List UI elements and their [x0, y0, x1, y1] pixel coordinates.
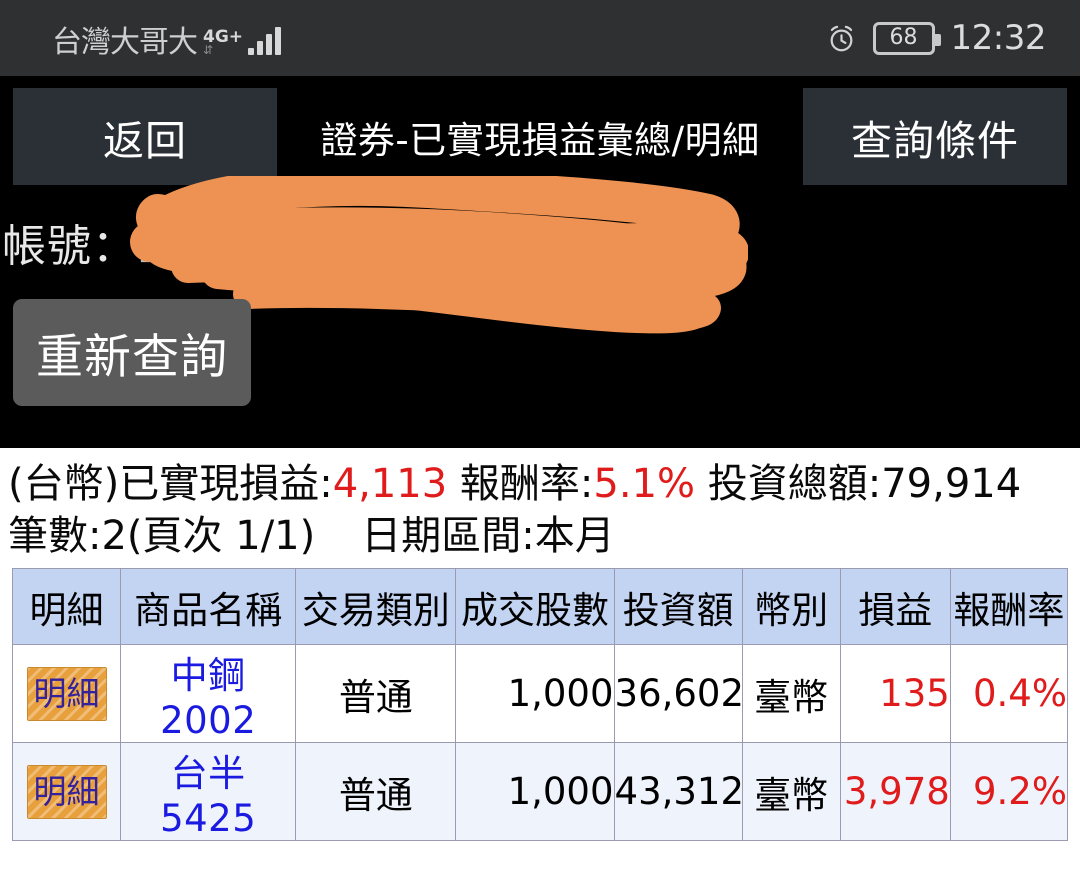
battery-icon: 68 — [872, 21, 941, 55]
column-header-amount: 投資額 — [613, 568, 743, 645]
status-bar-left: 台灣大哥大 4G+ ⇵ — [52, 18, 282, 60]
column-header-roi: 報酬率 — [949, 568, 1069, 645]
profit-loss-cell: 135 — [839, 644, 951, 743]
product-name-cell[interactable]: 台半 5425 — [120, 742, 297, 841]
roi-cell: 0.4% — [949, 644, 1069, 743]
app-header-region: 返回 證券-已實現損益彙總/明細 查詢條件 帳號： ■■■■■■■■■■ 重新查… — [0, 76, 1080, 448]
currency-cell: 臺幣 — [741, 742, 841, 841]
detail-button-cell[interactable]: 明細 — [11, 644, 122, 743]
table-row: 明細 台半 5425 普通 1,000 43,312 臺幣 3,978 9.2% — [11, 742, 1069, 841]
currency-cell: 臺幣 — [741, 644, 841, 743]
column-header-pl: 損益 — [839, 568, 951, 645]
column-header-detail: 明細 — [11, 568, 122, 645]
signal-bars-icon — [248, 25, 282, 55]
navbar: 返回 證券-已實現損益彙總/明細 查詢條件 — [0, 76, 1080, 186]
data-transfer-arrows-icon: ⇵ — [203, 43, 213, 57]
realized-pl-label: (台幣)已實現損益: — [8, 461, 333, 507]
detail-button[interactable]: 明細 — [26, 764, 107, 819]
battery-level-label: 68 — [889, 25, 918, 50]
amount-cell: 36,602 — [613, 644, 744, 743]
roi-label: 報酬率: — [447, 461, 594, 507]
network-type-label: 4G+ — [203, 27, 244, 47]
table-row: 明細 中鋼 2002 普通 1,000 36,602 臺幣 135 0.4% — [11, 644, 1069, 743]
clock-label: 12:32 — [950, 18, 1047, 58]
summary-line-2: 筆數:2(頁次 1/1) 日期區間:本月 — [8, 510, 1080, 562]
roi-cell: 9.2% — [949, 742, 1069, 841]
detail-button-cell[interactable]: 明細 — [11, 742, 122, 841]
account-row: 帳號： ■■■■■■■■■■ — [0, 197, 1080, 287]
alarm-clock-icon — [830, 25, 852, 51]
product-name-cell[interactable]: 中鋼 2002 — [120, 644, 297, 743]
content-area: (台幣)已實現損益:4,113 報酬率:5.1% 投資總額:79,914 筆數:… — [0, 448, 1080, 885]
realized-pl-value: 4,113 — [332, 461, 448, 507]
account-number-value: ■■■■■■■■■■ — [137, 217, 554, 267]
shares-cell: 1,000 — [455, 644, 615, 743]
detail-button[interactable]: 明細 — [26, 666, 107, 721]
status-bar-right: 68 12:32 — [826, 18, 1047, 58]
account-label: 帳號： — [2, 221, 137, 272]
column-header-name: 商品名稱 — [120, 568, 297, 645]
network-type-indicator: 4G+ ⇵ — [203, 18, 244, 57]
total-investment-label: 投資總額: — [695, 461, 882, 507]
results-table: 明細 商品名稱 交易類別 成交股數 投資額 幣別 損益 報酬率 明細 中鋼 20… — [11, 568, 1069, 841]
profit-loss-cell: 3,978 — [839, 742, 951, 841]
roi-value: 5.1% — [593, 461, 696, 507]
summary-line-1: (台幣)已實現損益:4,113 報酬率:5.1% 投資總額:79,914 — [8, 458, 1080, 510]
trade-type-cell: 普通 — [295, 644, 457, 743]
amount-cell: 43,312 — [613, 742, 744, 841]
carrier-label: 台灣大哥大 — [52, 25, 198, 60]
column-header-shares: 成交股數 — [455, 568, 615, 645]
refresh-query-button[interactable]: 重新查詢 — [13, 299, 251, 406]
table-head: 明細 商品名稱 交易類別 成交股數 投資額 幣別 損益 報酬率 — [11, 568, 1069, 645]
column-header-currency: 幣別 — [741, 568, 841, 645]
page-title: 證券-已實現損益彙總/明細 — [320, 118, 760, 162]
query-conditions-button[interactable]: 查詢條件 — [803, 88, 1067, 185]
summary-block: (台幣)已實現損益:4,113 報酬率:5.1% 投資總額:79,914 筆數:… — [0, 448, 1080, 562]
results-table-wrapper: 明細 商品名稱 交易類別 成交股數 投資額 幣別 損益 報酬率 明細 中鋼 20… — [0, 562, 1080, 841]
status-bar: 台灣大哥大 4G+ ⇵ 68 12:32 — [0, 0, 1080, 76]
back-button[interactable]: 返回 — [13, 88, 277, 185]
table-header-row: 明細 商品名稱 交易類別 成交股數 投資額 幣別 損益 報酬率 — [11, 568, 1069, 645]
column-header-type: 交易類別 — [295, 568, 457, 645]
table-body: 明細 中鋼 2002 普通 1,000 36,602 臺幣 135 0.4% 明… — [11, 644, 1069, 841]
date-range-label: 日期區間:本月 — [361, 513, 615, 559]
shares-cell: 1,000 — [455, 742, 615, 841]
total-investment-value: 79,914 — [881, 461, 1022, 507]
record-count-label: 筆數:2(頁次 1/1) — [8, 513, 316, 559]
trade-type-cell: 普通 — [295, 742, 457, 841]
